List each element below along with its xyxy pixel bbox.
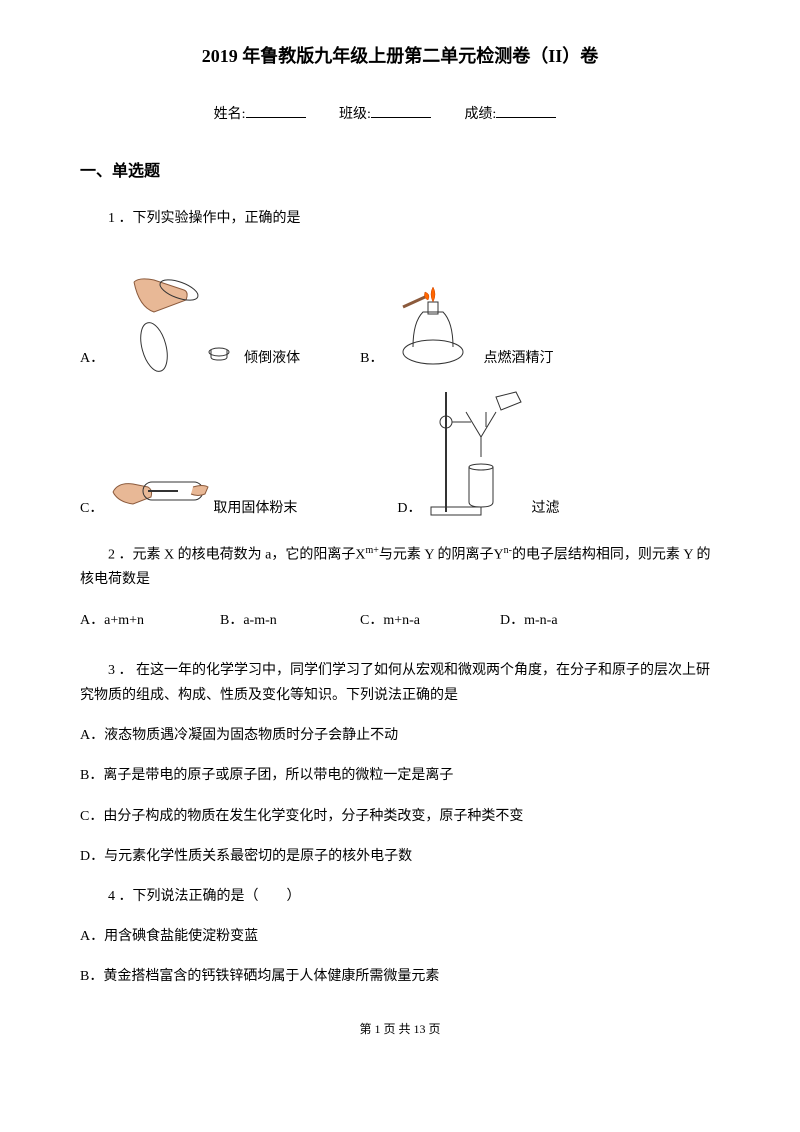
q2-optB-label: B． [220, 613, 243, 628]
name-blank[interactable] [246, 117, 306, 118]
q1-option-b: B． 点燃酒精汀 [360, 272, 553, 372]
q1-optA-text: 倾倒液体 [244, 346, 300, 371]
q1-text: 1 ．下列实验操作中，正确的是 [80, 206, 720, 231]
q2-optC-label: C． [360, 613, 383, 628]
name-label: 姓名: [214, 107, 246, 122]
q2-ion1-sup: m+ [365, 545, 378, 556]
q2-options: A．a+m+n B．a-m-n C．m+n-a D．m-n-a [80, 608, 720, 633]
q2-ion2-sup: n- [504, 545, 512, 556]
header-fields: 姓名: 班级: 成绩: [80, 102, 720, 127]
q1-optA-label: A． [80, 346, 104, 371]
q1-optC-text: 取用固体粉末 [213, 496, 297, 521]
q4-option-b: B．黄金搭档富含的钙铁锌硒均属于人体健康所需微量元素 [80, 964, 720, 989]
score-blank[interactable] [496, 117, 556, 118]
q2-ion1-base: X [355, 547, 365, 562]
q1-optD-text: 过滤 [531, 496, 559, 521]
q3-option-d: D．与元素化学性质关系最密切的是原子的核外电子数 [80, 844, 720, 869]
q1-row1: A． 倾倒液体 B． 点燃酒精汀 [80, 252, 720, 372]
q3-option-b: B．离子是带电的原子或原子团，所以带电的微粒一定是离子 [80, 763, 720, 788]
q1-option-a: A． 倾倒液体 [80, 252, 300, 372]
q2-optD-val: m-n-a [524, 613, 557, 628]
class-blank[interactable] [371, 117, 431, 118]
q3-option-c: C．由分子构成的物质在发生化学变化时，分子种类改变，原子种类不变 [80, 804, 720, 829]
section-heading: 一、单选题 [80, 158, 720, 187]
q1-option-d: D． 过滤 [397, 382, 559, 522]
q2-optA-label: A． [80, 613, 104, 628]
q3-text: 3 ． 在这一年的化学学习中，同学们学习了如何从宏观和微观两个角度，在分子和原子… [80, 658, 720, 708]
q1-imgD [421, 382, 531, 522]
q1-imgC [103, 452, 213, 522]
q4-text: 4 ．下列说法正确的是（ ） [80, 884, 720, 909]
q2-text-mid: 与元素 Y 的阴离子 [379, 547, 494, 562]
q2-option-a: A．a+m+n [80, 608, 220, 633]
q2-text-pre: 2 ．元素 X 的核电荷数为 a，它的阳离子 [108, 547, 355, 562]
q2-option-b: B．a-m-n [220, 608, 360, 633]
q1-row2: C． 取用固体粉末 D． [80, 382, 720, 522]
q1-option-c: C． 取用固体粉末 [80, 452, 297, 522]
q1-optD-label: D． [397, 496, 421, 521]
q3-option-a: A．液态物质遇冷凝固为固态物质时分子会静止不动 [80, 723, 720, 748]
q2-option-c: C．m+n-a [360, 608, 500, 633]
q2-text: 2 ．元素 X 的核电荷数为 a，它的阳离子Xm+与元素 Y 的阴离子Yn-的电… [80, 542, 720, 593]
q1-optB-text: 点燃酒精汀 [483, 346, 553, 371]
q2-optD-label: D． [500, 613, 524, 628]
q1-optB-label: B． [360, 346, 383, 371]
q2-optA-val: a+m+n [104, 613, 144, 628]
score-label: 成绩: [464, 107, 496, 122]
q4-option-a: A．用含碘食盐能使淀粉变蓝 [80, 924, 720, 949]
q2-optB-val: a-m-n [243, 613, 276, 628]
q1-imgB [383, 272, 483, 372]
class-label: 班级: [339, 107, 371, 122]
q1-imgA [104, 252, 244, 372]
page-footer: 第 1 页 共 13 页 [80, 1019, 720, 1041]
q1-optC-label: C． [80, 496, 103, 521]
page-title: 2019 年鲁教版九年级上册第二单元检测卷（II）卷 [80, 40, 720, 72]
q2-option-d: D．m-n-a [500, 608, 640, 633]
q2-optC-val: m+n-a [383, 613, 420, 628]
q2-ion2-base: Y [493, 547, 503, 562]
